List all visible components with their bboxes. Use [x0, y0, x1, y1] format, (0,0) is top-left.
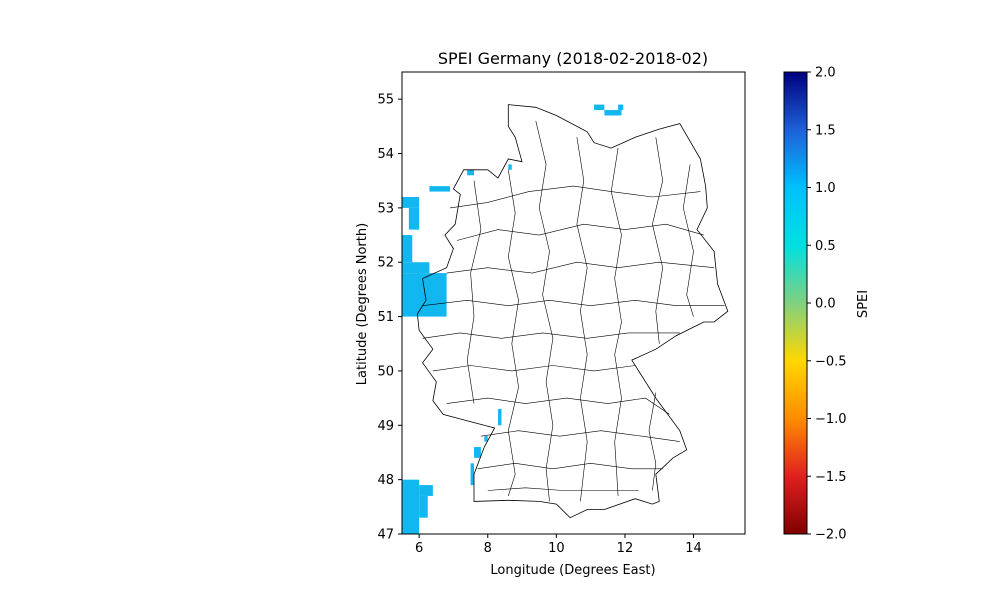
plot-frame: [401, 71, 746, 535]
spei-cell: [618, 104, 624, 111]
spei-cell: [419, 495, 428, 518]
district-border: [507, 169, 519, 497]
spei-cell: [408, 207, 420, 230]
spei-cell: [474, 447, 481, 458]
y-tick-label: 50: [377, 364, 394, 379]
y-tick-label: 49: [377, 419, 394, 434]
district-border: [648, 392, 657, 491]
district-border: [487, 487, 639, 491]
x-tick-label: 6: [415, 541, 423, 556]
district-border: [446, 261, 715, 274]
colorbar-tick-label: 0.5: [815, 239, 836, 254]
x-tick-label: 8: [484, 541, 492, 556]
district-border: [422, 299, 725, 307]
y-tick-label: 54: [377, 147, 394, 162]
spei-cell: [484, 436, 488, 442]
colorbar-gradient: [784, 72, 807, 534]
x-axis-label: Longitude (Degrees East): [490, 563, 655, 578]
spei-cell: [402, 262, 430, 274]
district-border: [652, 137, 664, 344]
district-border: [449, 185, 701, 209]
spei-cell: [429, 186, 451, 192]
colorbar-tick-label: −1.0: [815, 412, 847, 427]
y-axis-label: Latitude (Degrees North): [355, 223, 370, 385]
spei-cell: [467, 169, 475, 176]
spei-cell: [402, 273, 447, 317]
y-tick-label: 48: [377, 473, 394, 488]
district-border: [432, 365, 636, 372]
spei-cell: [594, 104, 605, 111]
district-border: [535, 120, 554, 502]
district-border: [446, 397, 670, 415]
plot-area: 6 8 10 12 14 47 48 49 50 51 52 53 54 55: [377, 71, 746, 556]
district-border: [477, 462, 663, 470]
y-tick-label: 47: [377, 528, 394, 543]
district-border: [466, 180, 482, 404]
district-border: [576, 137, 588, 502]
spei-cell: [508, 164, 512, 170]
spei-cell: [402, 235, 413, 263]
district-border: [610, 148, 622, 497]
chart-title: SPEI Germany (2018-02-2018-02): [438, 49, 708, 68]
district-border: [480, 430, 680, 442]
spei-cell: [470, 463, 475, 486]
germany-outline: [416, 104, 729, 519]
district-border: [682, 164, 694, 317]
colorbar-label: SPEI: [856, 290, 871, 318]
spei-cell: [402, 197, 420, 208]
y-tick-label: 55: [377, 93, 394, 108]
colorbar-tick-label: −2.0: [815, 528, 847, 543]
colorbar-tick-label: 1.0: [815, 181, 836, 196]
x-tick-label: 12: [617, 541, 634, 556]
spei-cell: [419, 485, 433, 496]
colorbar-tick-label: −1.5: [815, 470, 847, 485]
colorbar-tick-label: −0.5: [815, 354, 847, 369]
colorbar-tick-label: 1.5: [815, 123, 836, 138]
district-borders: [416, 104, 729, 519]
district-border: [422, 332, 680, 339]
x-tick-label: 10: [548, 541, 565, 556]
spei-cell: [402, 479, 420, 534]
colorbar-tick-label: 2.0: [815, 66, 836, 81]
spei-cell: [498, 408, 502, 426]
y-tick-label: 53: [377, 201, 394, 216]
spei-cell: [604, 110, 622, 116]
spei-cells: [402, 104, 624, 534]
colorbar: −2.0 −1.5 −1.0 −0.5 0.0 0.5 1.0 1.5 2.0: [783, 66, 847, 543]
colorbar-tick-label: 0.0: [815, 297, 836, 312]
y-tick-label: 52: [377, 256, 394, 271]
x-tick-label: 14: [685, 541, 702, 556]
district-border: [456, 223, 704, 241]
y-tick-label: 51: [377, 310, 394, 325]
